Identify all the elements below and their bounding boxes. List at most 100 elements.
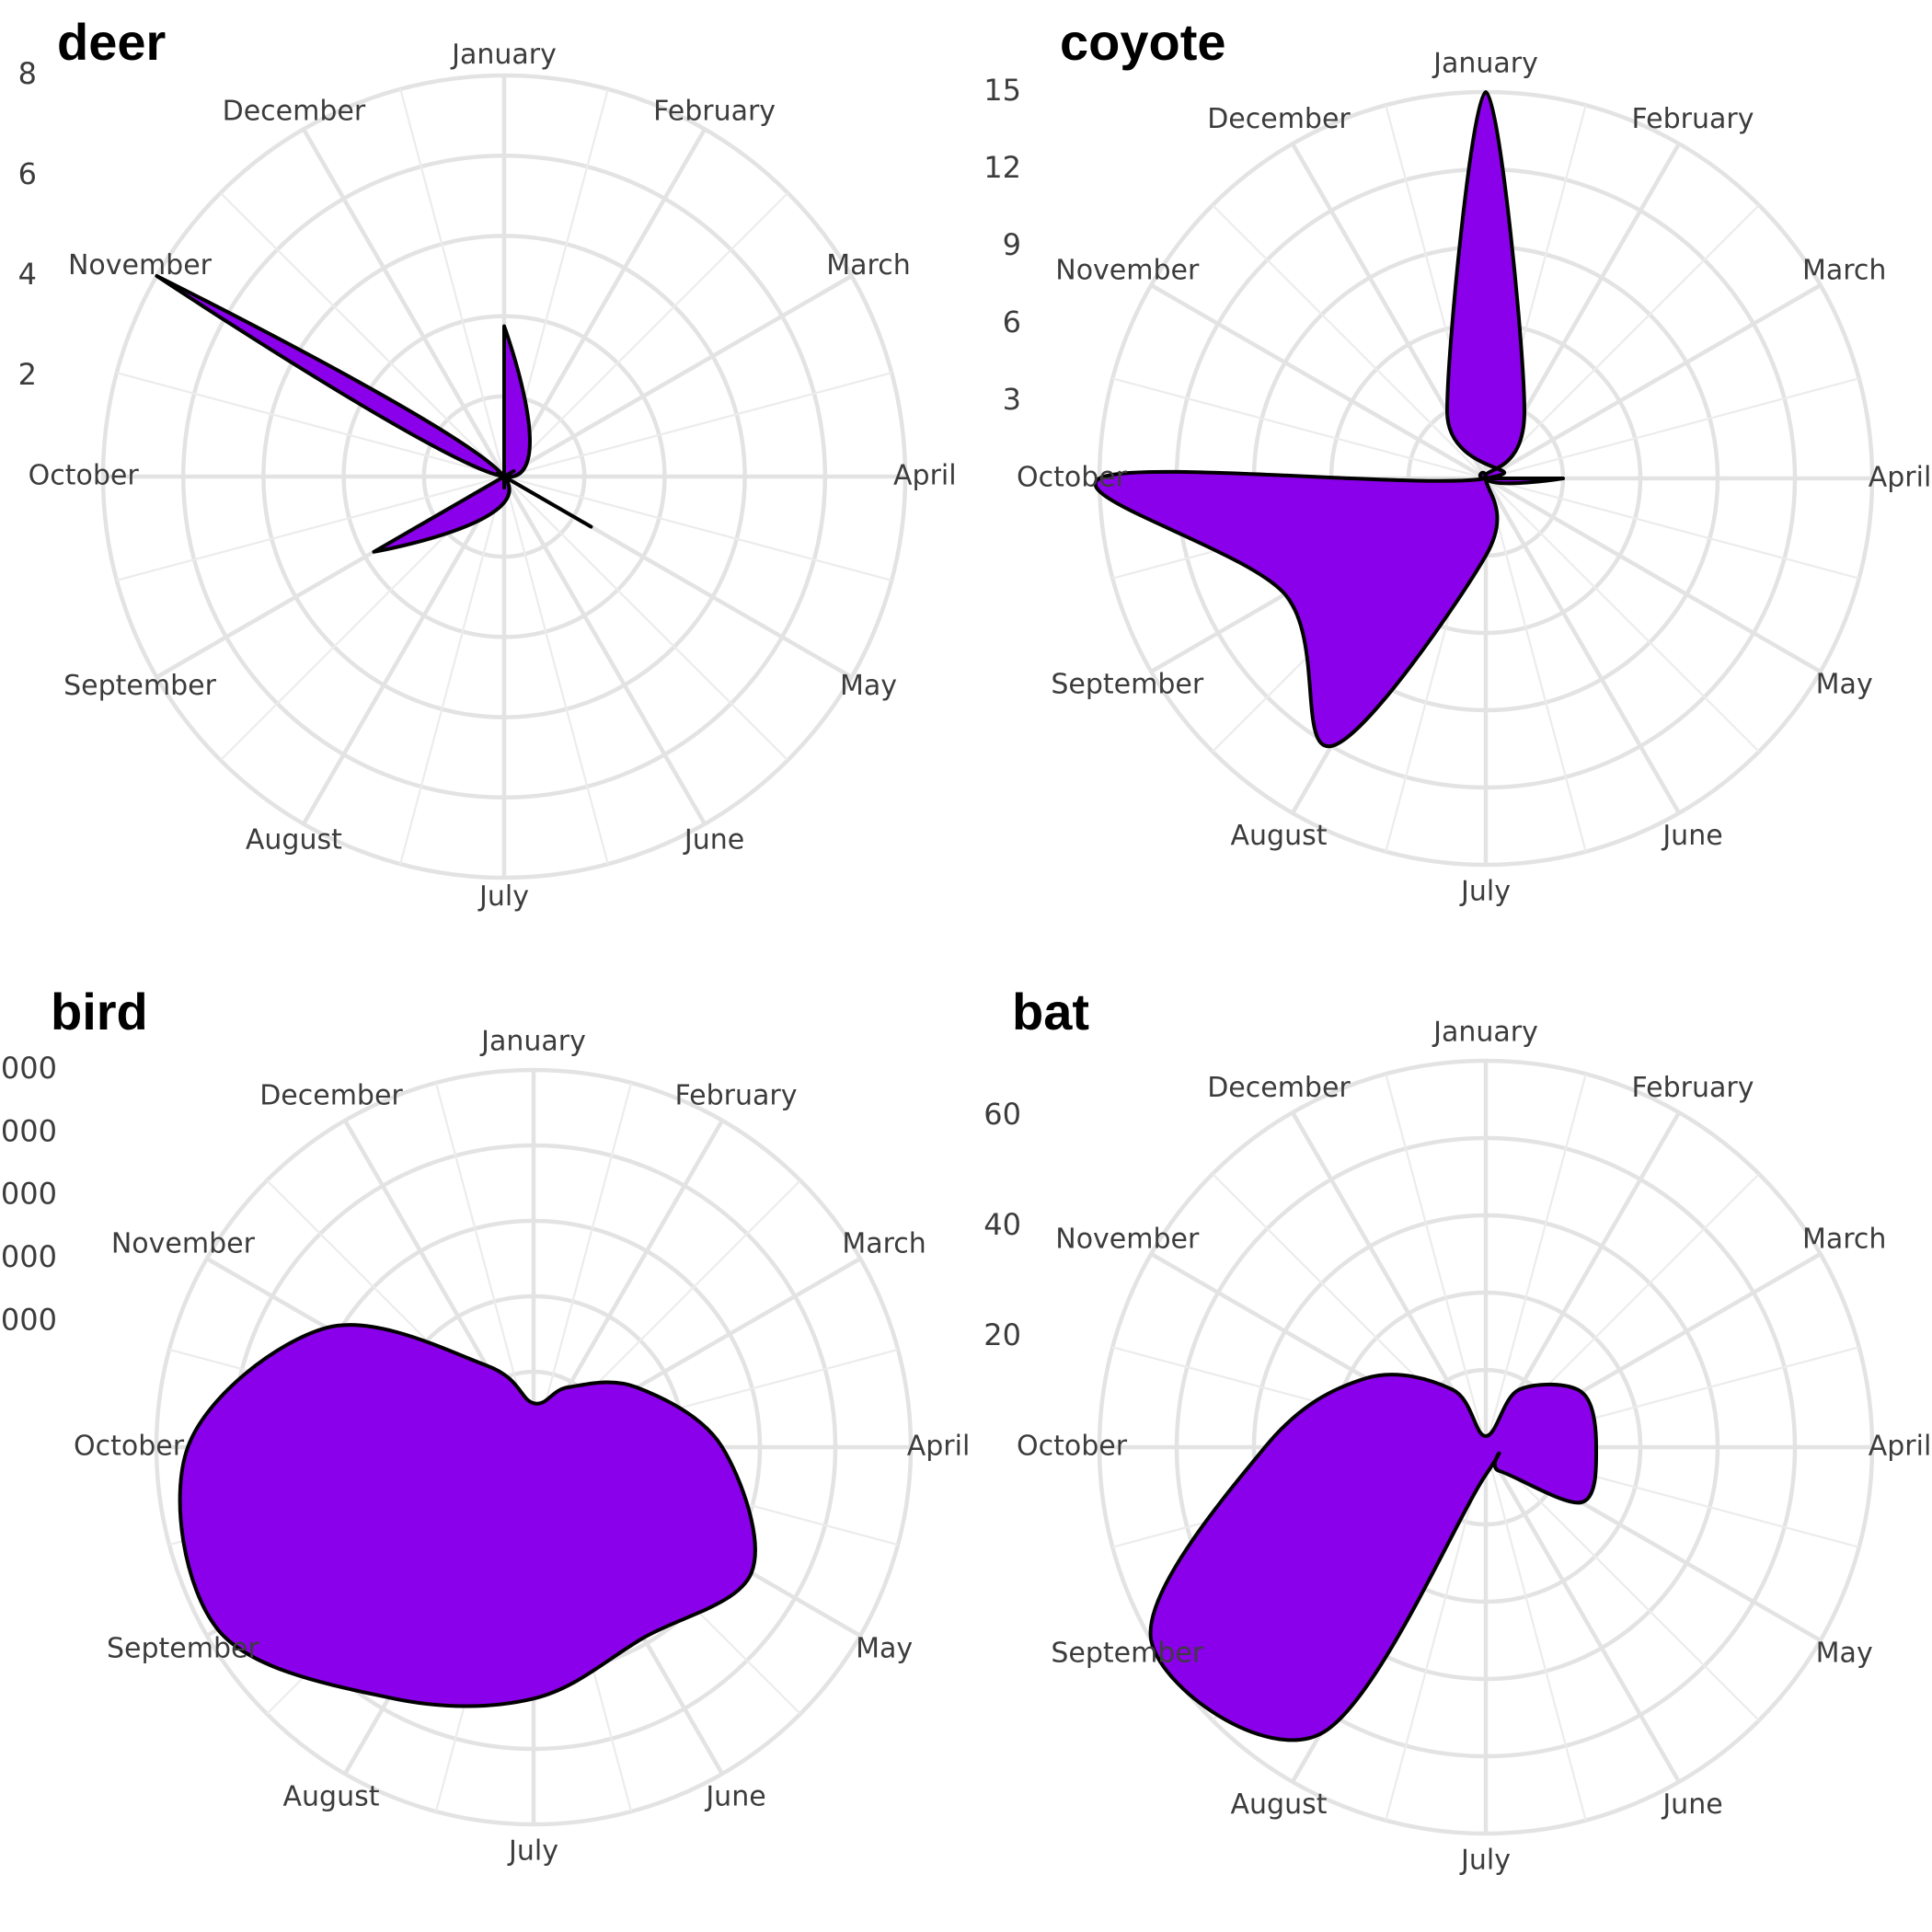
grid-spoke-minor	[1485, 1446, 1760, 1721]
grid-spoke	[1484, 477, 1681, 814]
radial-ticks-coyote: 3 6 9 12 15	[983, 73, 1021, 417]
grid-spoke	[302, 475, 506, 825]
radial-tick-label: 9	[1003, 227, 1021, 262]
month-label-july: July	[1459, 876, 1511, 908]
grid-spoke-minor	[1485, 204, 1760, 479]
panel-bird: bird January February March April May June Jul…	[0, 966, 970, 1932]
radial-tick-label: 4	[18, 257, 37, 292]
month-label-january: January	[1432, 1017, 1538, 1049]
radial-ticks-deer: 2 4 6 8	[18, 56, 37, 392]
month-label-april: April	[893, 460, 957, 492]
month-label-march: March	[1802, 1224, 1886, 1256]
month-label-october: October	[1017, 462, 1128, 494]
polar-chart-coyote: January February March April May June July Augu…	[983, 48, 1931, 908]
month-label-april: April	[907, 1431, 971, 1463]
month-labels-deer: January February March April May June July Augu…	[29, 39, 957, 913]
grid-spoke-minor	[503, 191, 789, 477]
polar-chart-bat: January February March April May June July Augu…	[983, 1017, 1932, 1877]
month-label-february: February	[675, 1079, 798, 1111]
month-label-july: July	[507, 1835, 558, 1868]
grid-spoke-minor	[1484, 1074, 1587, 1448]
radial-ticks-bat: 20 40 60	[983, 1097, 1021, 1352]
chart-title-coyote: coyote	[1060, 13, 1226, 71]
month-label-february: February	[1632, 103, 1754, 135]
month-label-june: June	[683, 824, 744, 857]
month-label-march: March	[1802, 255, 1886, 287]
grid-spoke	[502, 475, 707, 825]
month-label-july: July	[477, 880, 529, 913]
grid-spoke-minor	[1112, 377, 1487, 480]
month-label-december: December	[223, 96, 366, 128]
grid-spoke-minor	[1484, 1446, 1587, 1821]
grid-spoke	[1150, 283, 1488, 480]
month-label-august: August	[246, 824, 342, 857]
month-label-may: May	[856, 1633, 913, 1665]
grid-spoke-minor	[219, 191, 505, 477]
month-label-june: June	[704, 1781, 765, 1813]
grid-spoke-minor	[116, 475, 505, 581]
grid-spoke-minor	[1385, 1074, 1488, 1448]
month-label-march: March	[826, 249, 910, 282]
grid-spoke-minor	[1485, 477, 1859, 580]
month-label-april: April	[1869, 1431, 1932, 1463]
month-label-november: November	[1055, 255, 1200, 287]
grid-spoke-minor	[503, 372, 892, 478]
month-label-december: December	[259, 1079, 403, 1111]
grid-spoke	[302, 128, 506, 478]
month-label-september: September	[63, 670, 216, 702]
grid-spoke-minor	[399, 476, 506, 865]
month-label-october: October	[29, 460, 140, 492]
month-label-october: October	[1017, 1431, 1128, 1463]
panel-coyote: coyote January February March April May June J…	[966, 0, 1932, 966]
month-label-may: May	[1816, 1638, 1873, 1670]
radial-tick-label: 40	[983, 1207, 1021, 1242]
data-area-deer	[155, 274, 593, 554]
data-area-bird	[178, 1323, 757, 1708]
grid-spoke-minor	[532, 1082, 633, 1448]
radial-tick-label: 8	[18, 56, 37, 91]
grid-spoke-minor	[1385, 1446, 1488, 1821]
data-area-bat	[1148, 1373, 1599, 1742]
month-label-august: August	[1231, 1788, 1328, 1821]
radial-tick-label: 2000	[0, 1302, 57, 1337]
month-label-november: November	[111, 1228, 256, 1260]
month-label-august: August	[283, 1781, 380, 1813]
month-label-june: June	[1661, 820, 1722, 852]
month-label-january: January	[1432, 48, 1538, 80]
month-label-november: November	[68, 249, 213, 282]
radial-tick-label: 15	[983, 73, 1021, 108]
radial-tick-label: 4000	[0, 1177, 57, 1212]
grid-spoke-minor	[1485, 477, 1760, 753]
month-label-september: September	[107, 1633, 259, 1665]
data-area-coyote	[1093, 90, 1565, 749]
radial-tick-label: 3000	[0, 1239, 57, 1274]
month-label-february: February	[653, 96, 776, 128]
grid-spoke	[502, 128, 707, 478]
month-labels-coyote: January February March April May June July Augu…	[1017, 48, 1931, 908]
month-label-march: March	[842, 1228, 926, 1260]
month-label-august: August	[1231, 820, 1328, 852]
month-label-october: October	[74, 1431, 185, 1463]
radial-tick-label: 20	[983, 1317, 1021, 1352]
month-label-december: December	[1207, 103, 1351, 135]
polar-chart-deer: January February March April May June July Augu…	[18, 39, 957, 913]
radial-tick-label: 5000	[0, 1113, 57, 1148]
polar-chart-bird: January February March April May June July Augu…	[0, 1026, 970, 1868]
grid-spoke-minor	[1484, 477, 1587, 852]
radial-tick-label: 3	[1003, 382, 1021, 417]
month-label-may: May	[840, 670, 897, 702]
month-label-january: January	[450, 39, 557, 71]
grid-spoke-minor	[399, 88, 506, 477]
radial-ticks-bird: 2000 3000 4000 5000 6000	[0, 1051, 57, 1337]
month-label-september: September	[1051, 1638, 1203, 1670]
grid-spoke	[502, 274, 853, 478]
radial-tick-label: 60	[983, 1097, 1021, 1132]
month-label-november: November	[1055, 1224, 1200, 1256]
month-labels-bird: January February March April May June July Augu…	[74, 1026, 970, 1868]
grid-spoke-minor	[502, 476, 609, 865]
month-label-september: September	[1051, 669, 1203, 701]
panel-bat: bat January February March April May June July…	[966, 966, 1932, 1932]
chart-title-bat: bat	[1012, 983, 1089, 1041]
chart-title-bird: bird	[51, 983, 148, 1041]
panel-deer: deer January February March April May June Jul…	[0, 0, 966, 966]
